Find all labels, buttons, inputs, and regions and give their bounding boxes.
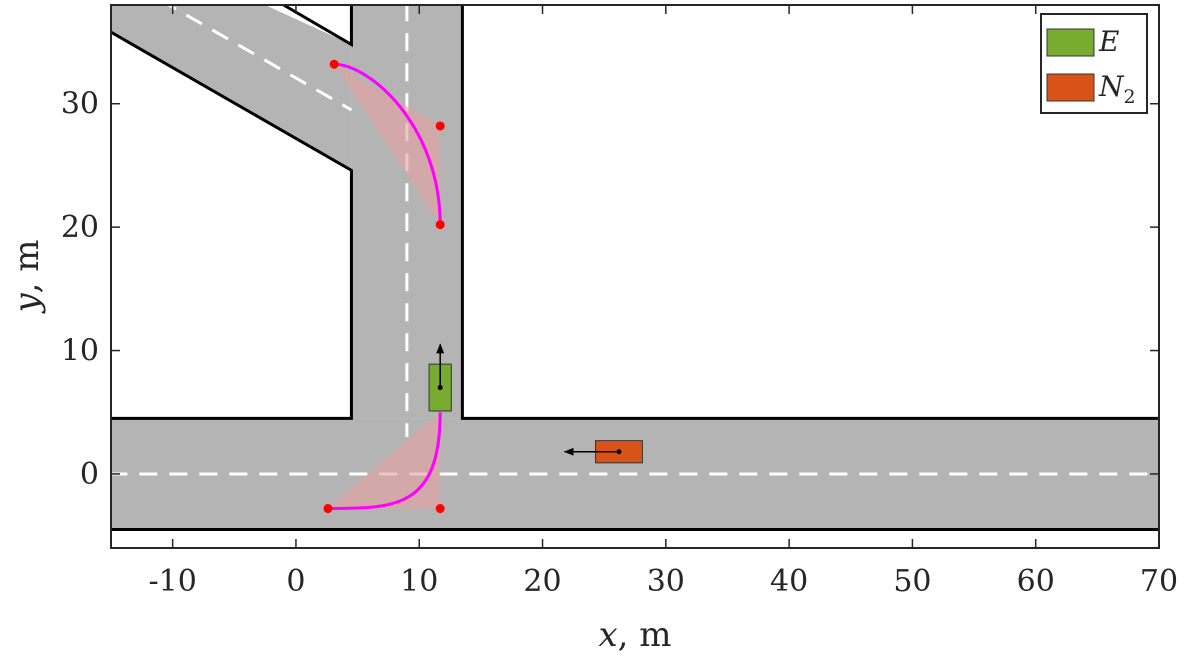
x-tick-label: 10 (400, 564, 438, 599)
point-lower-start (323, 504, 333, 514)
y-tick-label: 0 (80, 457, 99, 492)
point-upper-start (435, 220, 445, 230)
x-tick-label: 30 (647, 564, 685, 599)
axis-ticks (111, 5, 1160, 548)
x-tick-label: 0 (286, 564, 305, 599)
legend-label-N2: N2 (1098, 70, 1136, 108)
x-tick-label: 70 (1140, 564, 1178, 599)
upper-curve-path (334, 62, 442, 225)
axis-unit: , m (618, 615, 672, 655)
x-axis-label: x, m (598, 615, 671, 655)
plot-frame (110, 4, 1160, 549)
legend: E N2 (1040, 13, 1148, 114)
x-tick-label: -10 (148, 564, 196, 599)
lower-curve-region (327, 412, 441, 509)
x-tick-label: 50 (893, 564, 931, 599)
y-tick-label: 10 (61, 334, 99, 369)
x-tick-label: 40 (770, 564, 808, 599)
point-upper-control (435, 121, 445, 131)
x-tick-label: 20 (523, 564, 561, 599)
upper-curve-region (334, 64, 441, 225)
x-tick-label: 60 (1017, 564, 1055, 599)
road-edge-left (111, 30, 353, 420)
legend-label-E: E (1098, 25, 1119, 58)
lower-curve-path (327, 412, 442, 511)
point-upper-end (329, 59, 339, 69)
y-tick-label: 20 (61, 210, 99, 245)
road-vertical (351, 5, 463, 419)
axis-variable: x (598, 615, 617, 655)
legend-swatch-E (1046, 28, 1095, 57)
tick-labels: -10 0 10 20 30 40 50 60 70 0 10 20 30 (61, 87, 1178, 599)
plot-area (111, 5, 1159, 531)
legend-swatch-N2 (1046, 73, 1095, 102)
y-tick-label: 30 (61, 87, 99, 122)
road-edge-top (282, 5, 353, 48)
axis-variable: y (7, 293, 47, 315)
road-edge-right (460, 5, 1159, 420)
axis-unit: , m (7, 239, 47, 293)
road-diagonal (111, 5, 352, 171)
lane-mark-diagonal (165, 5, 353, 112)
y-axis-label: y, m (7, 239, 47, 314)
vehicle-E-center (437, 385, 443, 391)
point-lower-control (435, 504, 445, 514)
vehicle-N2-center (616, 449, 622, 455)
